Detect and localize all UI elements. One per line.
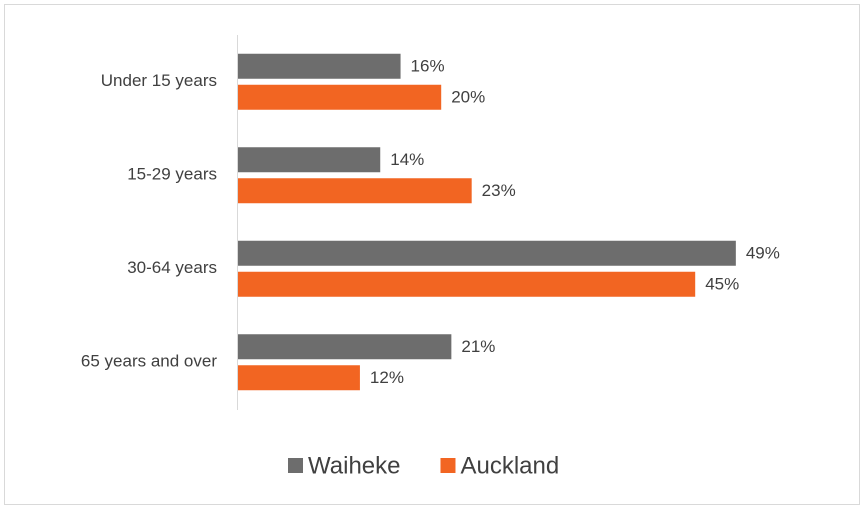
legend-label: Waiheke <box>308 452 400 479</box>
data-label: 23% <box>482 181 516 200</box>
legend-swatch <box>440 458 456 473</box>
data-label: 20% <box>451 88 485 107</box>
bar <box>238 240 736 266</box>
bar <box>238 147 381 173</box>
data-label: 16% <box>411 57 445 76</box>
bar <box>238 271 696 297</box>
legend-label: Auckland <box>460 452 559 479</box>
bar <box>238 178 472 204</box>
data-label: 21% <box>461 337 495 356</box>
bar <box>238 84 442 110</box>
data-label: 14% <box>390 150 424 169</box>
data-label: 12% <box>370 368 404 387</box>
legend-swatch <box>288 458 303 473</box>
data-label: 49% <box>746 244 780 263</box>
y-tick-label: 30-64 years <box>127 258 217 277</box>
y-tick-label: 65 years and over <box>81 352 217 371</box>
bar <box>238 334 452 360</box>
y-tick-label: Under 15 years <box>101 71 217 90</box>
bar <box>238 365 360 391</box>
y-tick-label: 15-29 years <box>127 165 217 184</box>
bar <box>238 53 401 79</box>
data-label: 45% <box>705 275 739 294</box>
